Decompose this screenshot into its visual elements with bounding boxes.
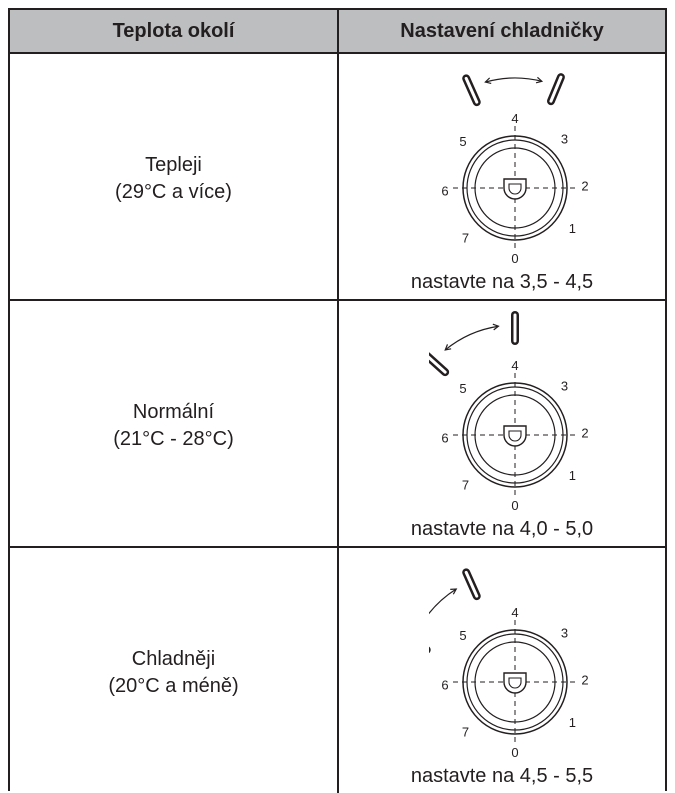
temperature-range: (20°C a méně) [108, 675, 239, 697]
dial-number: 7 [462, 724, 469, 739]
dial-number: 6 [441, 430, 448, 445]
arrowhead-icon [484, 77, 492, 85]
condition-label: Tepleji [145, 154, 202, 176]
dial-number: 2 [581, 426, 588, 441]
dial-pointer-highlight [424, 353, 447, 374]
ambient-temperature-cell: Chladněji (20°C a méně) [10, 646, 337, 700]
dial-number: 1 [569, 468, 576, 483]
header-ambient-temperature: Teplota okolí [112, 20, 235, 42]
dial-number: 2 [581, 673, 588, 688]
dial-number: 7 [462, 477, 469, 492]
dial-knob-inner-icon [508, 677, 522, 689]
dial-number: 5 [459, 134, 466, 149]
temperature-settings-table: Teplota okolí Nastavení chladničky Teple… [8, 8, 667, 793]
thermostat-dial-diagram: 0 1 2 3 4 5 6 7 [429, 54, 609, 269]
dial-number: 5 [459, 628, 466, 643]
arrowhead-icon [492, 323, 500, 331]
dial-knob-icon [503, 425, 527, 447]
column-divider [337, 10, 339, 793]
dial-number: 3 [561, 132, 568, 147]
adjust-range-arrow-icon [485, 77, 543, 83]
header-fridge-setting: Nastavení chladničky [400, 20, 604, 42]
dial-number: 3 [561, 379, 568, 394]
dial-number: 4 [511, 111, 518, 126]
arrowhead-icon [444, 344, 452, 351]
dial-number: 1 [569, 221, 576, 236]
dial-number: 6 [441, 677, 448, 692]
table-row-colder: Chladněji (20°C a méně) 0 1 2 3 4 5 6 7 nastavt… [10, 548, 665, 793]
dial-pointer-highlight [464, 570, 479, 598]
ambient-temperature-cell: Normální (21°C - 28°C) [10, 399, 337, 453]
adjust-range-arrow-icon [444, 325, 499, 351]
dial-number: 6 [441, 183, 448, 198]
arrowhead-icon [535, 76, 544, 84]
arrowhead-icon [450, 588, 458, 595]
setting-instruction: nastavte na 4,0 - 5,0 [410, 518, 594, 540]
dial-number: 4 [511, 358, 518, 373]
dial-number: 4 [511, 605, 518, 620]
ambient-temperature-cell: Tepleji (29°C a více) [10, 152, 337, 206]
dial-number: 0 [511, 498, 518, 511]
setting-instruction: nastavte na 3,5 - 4,5 [410, 271, 594, 293]
dial-number: 0 [511, 745, 518, 758]
dial-pointer-highlight [464, 76, 479, 104]
thermostat-dial-diagram: 0 1 2 3 4 5 6 7 [398, 548, 609, 763]
thermostat-dial-diagram: 0 1 2 3 4 5 6 7 [421, 301, 609, 516]
dial-knob-icon [503, 672, 527, 694]
dial-number: 0 [511, 251, 518, 264]
temperature-range: (29°C a více) [115, 181, 232, 203]
condition-label: Normální [132, 401, 215, 423]
setting-instruction: nastavte na 4,5 - 5,5 [410, 765, 594, 787]
dial-knob-icon [503, 178, 527, 200]
condition-label: Chladněji [131, 648, 216, 670]
dial-knob-inner-icon [508, 430, 522, 442]
dial-knob-inner-icon [508, 183, 522, 195]
dial-number: 1 [569, 715, 576, 730]
dial-number: 2 [581, 179, 588, 194]
adjust-range-arrow-icon [417, 588, 457, 631]
dial-number: 7 [462, 230, 469, 245]
dial-number: 5 [459, 381, 466, 396]
dial-number: 3 [561, 626, 568, 641]
temperature-range: (21°C - 28°C) [113, 428, 234, 450]
dial-pointer-highlight [549, 75, 563, 103]
